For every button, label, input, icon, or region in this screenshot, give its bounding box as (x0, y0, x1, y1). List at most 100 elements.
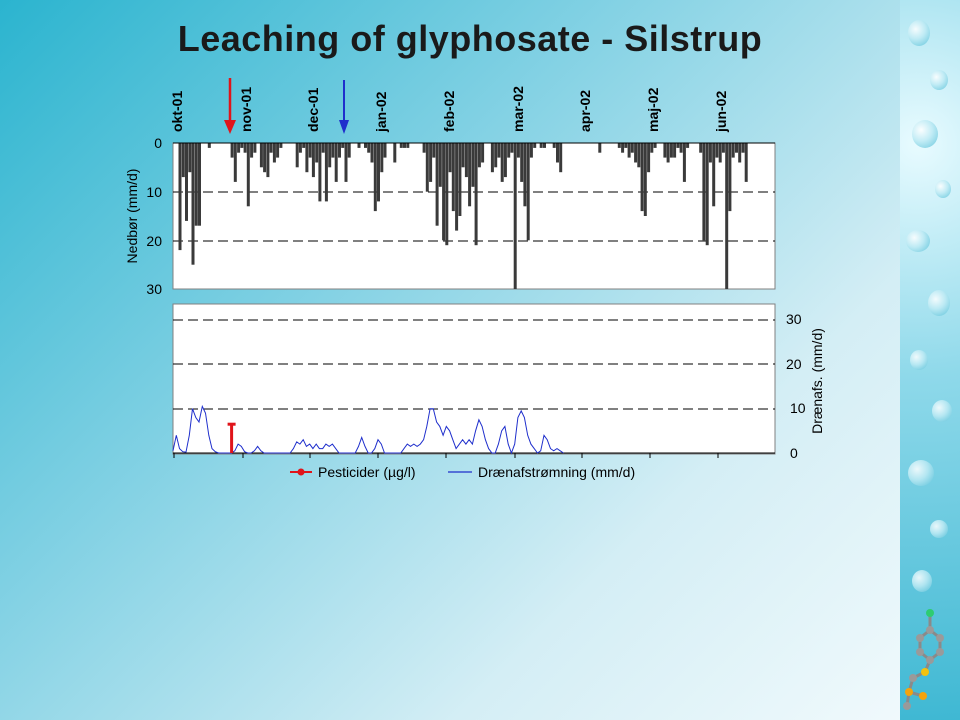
precip-bar (328, 143, 332, 168)
precip-bar (481, 143, 485, 163)
precip-bar (380, 143, 384, 173)
precip-bar (458, 143, 462, 216)
molecule-decoration (903, 609, 944, 710)
precip-bar (347, 143, 351, 158)
precip-bar (516, 143, 520, 158)
precip-bar (246, 143, 250, 207)
precip-bar (191, 143, 195, 265)
precip-bar (188, 143, 192, 173)
precip-bar (393, 143, 397, 163)
blue-arrow (339, 80, 349, 134)
precip-bar (708, 143, 712, 163)
precip-bar (702, 143, 706, 241)
precip-bar (207, 143, 211, 148)
precip-bar (552, 143, 556, 148)
precip-bar (477, 143, 481, 168)
precip-bar (422, 143, 426, 153)
precip-bar (243, 143, 247, 153)
precip-bar (731, 143, 735, 158)
precip-bar (663, 143, 667, 158)
precip-bar (621, 143, 625, 153)
precip-bar (250, 143, 254, 158)
precip-bar (634, 143, 638, 163)
precip-bar (373, 143, 377, 212)
precip-bar (497, 143, 501, 158)
precip-bar (233, 143, 237, 182)
precip-bar (490, 143, 494, 173)
month-label-jun-02: jun-02 (713, 91, 729, 133)
precip-bar (295, 143, 299, 168)
precip-panel: 0 10 20 30 Nedbør (mm/d) (124, 135, 776, 297)
precip-ytick-0: 0 (154, 135, 162, 151)
precip-bar (334, 143, 338, 182)
precip-ytick-30: 30 (146, 281, 162, 297)
precip-bar (543, 143, 546, 148)
precip-bar (341, 143, 345, 148)
precip-bar (331, 143, 335, 158)
month-label-apr-02: apr-02 (577, 90, 593, 132)
month-label-jan-02: jan-02 (373, 91, 389, 133)
precip-bar (529, 143, 533, 158)
pesticide-point-cap (227, 422, 236, 426)
precip-bar (721, 143, 725, 153)
precip-bar (494, 143, 498, 168)
chart-canvas: 0 10 20 30 Nedbør (mm/d) okt-01 nov-01 dec… (124, 78, 825, 480)
precip-bar (399, 143, 403, 148)
precip-bar (279, 143, 283, 148)
precip-bar (237, 143, 241, 153)
legend-pesticide-label: Pesticider (µg/l) (318, 464, 416, 480)
precip-bar (673, 143, 677, 158)
precip-bar (406, 143, 410, 148)
pesticide-marks (227, 422, 236, 453)
month-labels: okt-01 nov-01 dec-01 jan-02 feb-02 mar-02 apr-… (169, 86, 729, 133)
precip-bar (367, 143, 371, 153)
precip-bar (185, 143, 188, 221)
precip-bar (718, 143, 722, 163)
precip-bar (321, 143, 325, 153)
page-title: Leaching of glyphosate - Silstrup (177, 18, 763, 59)
precip-bar (263, 143, 267, 173)
precip-bar (539, 143, 543, 148)
precip-bar (653, 143, 657, 148)
precip-bar (266, 143, 270, 178)
precip-bar (429, 143, 433, 182)
precip-bar (461, 143, 465, 168)
precip-bar (627, 143, 631, 158)
precip-bar (624, 143, 628, 148)
precip-bar (308, 143, 312, 158)
precip-bar (311, 143, 315, 178)
precip-bar (598, 143, 602, 153)
legend-pesticide-marker (297, 468, 305, 476)
drain-ytick-0: 0 (790, 445, 798, 461)
precip-bar (438, 143, 442, 187)
precip-bar (500, 143, 504, 182)
precip-bar (302, 143, 306, 148)
precip-bar (676, 143, 680, 148)
precip-bar (357, 143, 361, 148)
precip-bar (253, 143, 257, 153)
application-arrow (224, 78, 236, 134)
precip-bar (468, 143, 472, 207)
precip-bar (640, 143, 644, 212)
precip-bar (741, 143, 745, 153)
precip-bar (230, 143, 234, 158)
drain-xticks (173, 453, 719, 458)
precip-bar (715, 143, 719, 158)
month-label-maj-02: maj-02 (645, 87, 661, 132)
precip-bar (181, 143, 185, 178)
precip-bar (425, 143, 429, 192)
precip-bar (705, 143, 709, 246)
precip-bar (520, 143, 524, 182)
drain-panel: 30 20 10 0 Drænafs. (mm/d) (172, 303, 825, 461)
precip-bar (318, 143, 322, 202)
precip-bar (464, 143, 468, 178)
precip-bar (725, 143, 729, 289)
precip-bar (403, 143, 406, 148)
drain-plot-area (172, 303, 776, 455)
precip-bar (526, 143, 530, 241)
legend-drain-label: Drænafstrømning (mm/d) (478, 464, 635, 480)
precip-bar (383, 143, 387, 158)
precip-ylabel: Nedbør (mm/d) (124, 169, 140, 264)
precip-bar (666, 143, 670, 163)
month-label-nov-01: nov-01 (238, 87, 254, 132)
